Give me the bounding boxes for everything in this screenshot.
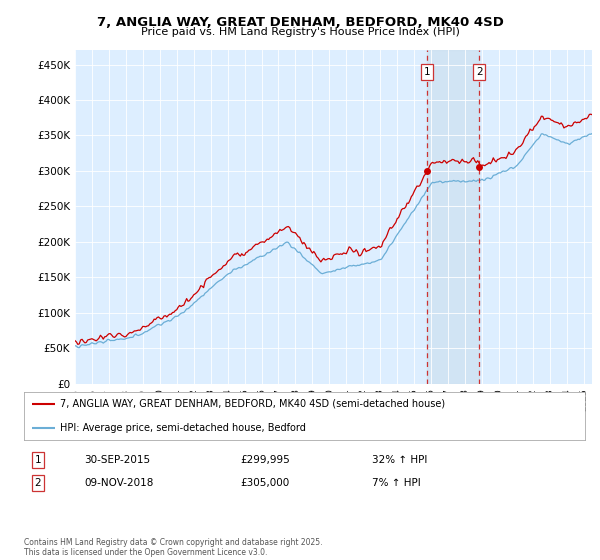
Text: 2: 2 <box>476 67 482 77</box>
Text: Price paid vs. HM Land Registry's House Price Index (HPI): Price paid vs. HM Land Registry's House … <box>140 27 460 37</box>
Text: 7, ANGLIA WAY, GREAT DENHAM, BEDFORD, MK40 4SD: 7, ANGLIA WAY, GREAT DENHAM, BEDFORD, MK… <box>97 16 503 29</box>
Text: 1: 1 <box>424 67 430 77</box>
Text: Contains HM Land Registry data © Crown copyright and database right 2025.
This d: Contains HM Land Registry data © Crown c… <box>24 538 323 557</box>
Text: £305,000: £305,000 <box>240 478 289 488</box>
Text: HPI: Average price, semi-detached house, Bedford: HPI: Average price, semi-detached house,… <box>61 423 307 433</box>
Text: 30-SEP-2015: 30-SEP-2015 <box>84 455 150 465</box>
Text: 7, ANGLIA WAY, GREAT DENHAM, BEDFORD, MK40 4SD (semi-detached house): 7, ANGLIA WAY, GREAT DENHAM, BEDFORD, MK… <box>61 399 446 409</box>
Bar <box>427 50 479 384</box>
Text: 2: 2 <box>34 478 41 488</box>
Text: 09-NOV-2018: 09-NOV-2018 <box>84 478 154 488</box>
Text: 1: 1 <box>34 455 41 465</box>
Text: £299,995: £299,995 <box>240 455 290 465</box>
Text: 7% ↑ HPI: 7% ↑ HPI <box>372 478 421 488</box>
Text: 32% ↑ HPI: 32% ↑ HPI <box>372 455 427 465</box>
